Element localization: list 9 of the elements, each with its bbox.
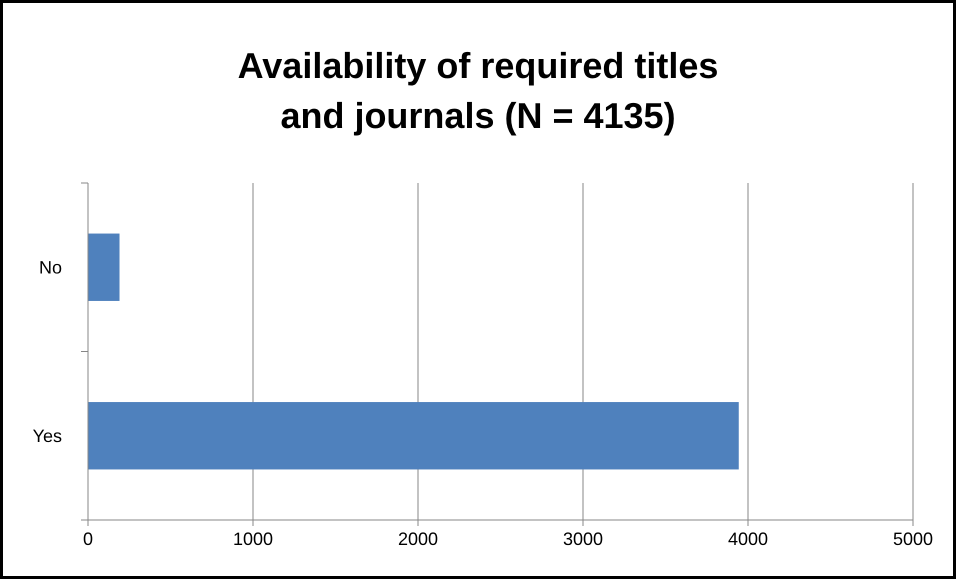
x-tick-label: 4000	[728, 528, 768, 549]
x-tick-label: 1000	[232, 528, 274, 549]
x-tick-label: 0	[82, 528, 94, 549]
x-tick-label: 5000	[892, 528, 934, 549]
y-tick-label: No	[38, 258, 62, 278]
chart-title: Availability of required titles and journals (N = 4135)	[238, 45, 718, 136]
x-tick-label: 3000	[562, 528, 604, 549]
y-tick-label: Yes	[32, 426, 62, 446]
x-tick-label: 2000	[398, 528, 438, 549]
